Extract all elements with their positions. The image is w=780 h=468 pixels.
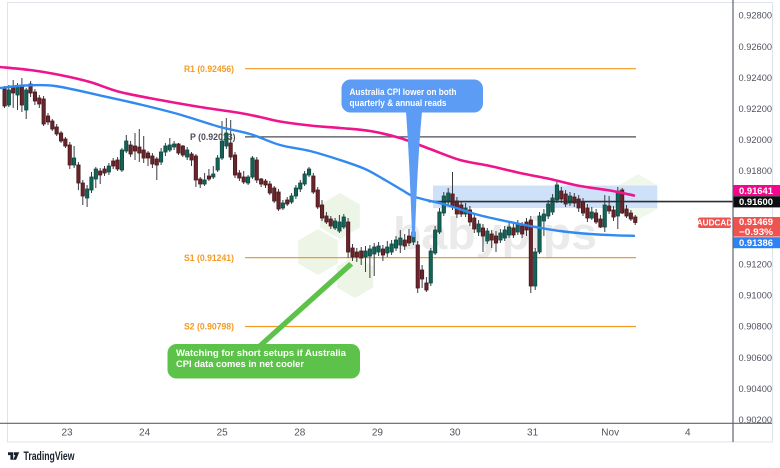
svg-text:0.90200: 0.90200 bbox=[739, 415, 773, 426]
svg-text:0.92200: 0.92200 bbox=[739, 104, 773, 115]
svg-text:S2 (0.90798): S2 (0.90798) bbox=[184, 322, 234, 332]
svg-text:−0.93%: −0.93% bbox=[739, 227, 774, 237]
svg-text:0.92800: 0.92800 bbox=[739, 11, 773, 22]
svg-text:TradingView: TradingView bbox=[24, 451, 75, 463]
svg-text:24: 24 bbox=[139, 428, 151, 439]
svg-text:0.92400: 0.92400 bbox=[739, 73, 773, 84]
svg-text:quarterly & annual reads: quarterly & annual reads bbox=[350, 98, 447, 109]
svg-text:0.90800: 0.90800 bbox=[739, 322, 773, 333]
svg-text:0.90400: 0.90400 bbox=[739, 384, 773, 395]
svg-text:0.91600: 0.91600 bbox=[739, 197, 773, 207]
svg-text:S1 (0.91241): S1 (0.91241) bbox=[184, 253, 234, 263]
svg-text:31: 31 bbox=[527, 428, 539, 439]
svg-text:P (0.92013): P (0.92013) bbox=[190, 132, 236, 142]
svg-text:0.91641: 0.91641 bbox=[739, 186, 773, 196]
svg-text:babypips: babypips bbox=[393, 208, 597, 259]
svg-text:25: 25 bbox=[217, 428, 229, 439]
svg-text:29: 29 bbox=[372, 428, 384, 439]
svg-text:0.92600: 0.92600 bbox=[739, 42, 773, 53]
svg-text:AUDCAD: AUDCAD bbox=[697, 219, 733, 228]
svg-text:4: 4 bbox=[685, 428, 691, 439]
svg-text:Australia CPI lower on both: Australia CPI lower on both bbox=[350, 87, 457, 98]
svg-text:CPI data comes in net cooler: CPI data comes in net cooler bbox=[176, 359, 304, 370]
svg-text:0.91386: 0.91386 bbox=[739, 238, 773, 248]
svg-text:28: 28 bbox=[294, 428, 306, 439]
svg-text:0.91800: 0.91800 bbox=[739, 166, 773, 177]
svg-text:0.91000: 0.91000 bbox=[739, 291, 773, 302]
svg-text:Watching for short setups if A: Watching for short setups if Australia bbox=[176, 348, 347, 359]
svg-text:0.90600: 0.90600 bbox=[739, 353, 773, 364]
svg-text:R1 (0.92456): R1 (0.92456) bbox=[184, 64, 234, 74]
svg-text:0.91200: 0.91200 bbox=[739, 260, 773, 271]
svg-text:0.92000: 0.92000 bbox=[739, 135, 773, 146]
svg-text:23: 23 bbox=[61, 428, 73, 439]
svg-text:Nov: Nov bbox=[601, 428, 619, 439]
svg-text:30: 30 bbox=[449, 428, 461, 439]
svg-text:0.91469: 0.91469 bbox=[739, 217, 773, 227]
